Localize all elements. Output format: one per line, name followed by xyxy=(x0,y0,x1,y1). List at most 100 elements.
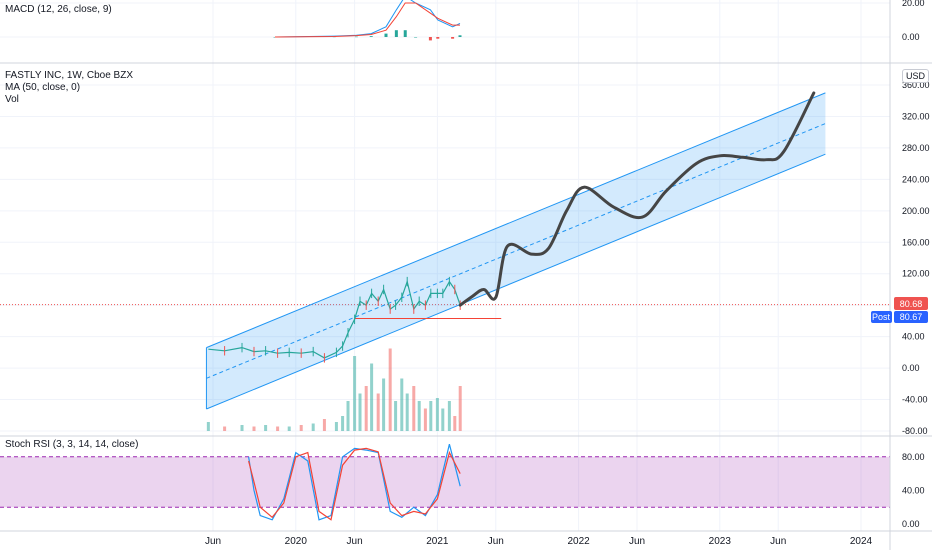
stoch-series-d[interactable] xyxy=(248,447,461,521)
x-tick-label: Jun xyxy=(488,536,504,547)
x-tick-label: Jun xyxy=(347,536,363,547)
stoch-y-tick: 80.00 xyxy=(902,452,925,462)
volume-bar xyxy=(299,425,303,431)
macd-y-tick: 20.00 xyxy=(902,0,925,8)
volume-bar xyxy=(264,425,268,431)
y-tick-label: 240.00 xyxy=(902,174,930,184)
volume-bar xyxy=(417,401,421,431)
volume-bar xyxy=(223,426,227,431)
volume-bar xyxy=(405,393,409,431)
volume-bar xyxy=(447,401,451,431)
macd-y-tick: 0.00 xyxy=(902,32,920,42)
volume-bar xyxy=(364,386,368,431)
ma-label[interactable]: MA (50, close, 0) xyxy=(5,82,81,93)
macd-series-macd[interactable] xyxy=(274,0,461,38)
post-price-badge xyxy=(894,311,928,323)
volume-bar xyxy=(441,408,445,431)
volume-bar xyxy=(358,393,362,431)
x-tick-label: Jun xyxy=(770,536,786,547)
volume-bar xyxy=(458,386,462,431)
volume-bar xyxy=(423,408,427,431)
volume-bar xyxy=(346,401,350,431)
volume-bar xyxy=(353,356,357,431)
stoch-rsi-pane xyxy=(0,444,890,521)
y-tick-label: 160.00 xyxy=(902,237,930,247)
y-tick-label: -40.00 xyxy=(902,395,928,405)
currency-button[interactable]: USD xyxy=(902,69,930,83)
post-text: Post xyxy=(872,312,891,322)
volume-bar xyxy=(453,416,457,431)
channel-lower[interactable] xyxy=(206,153,826,410)
x-tick-label: Jun xyxy=(629,536,645,547)
x-tick-label: 2024 xyxy=(850,536,873,547)
y-tick-label: 280.00 xyxy=(902,143,930,153)
volume-bar xyxy=(341,416,345,431)
symbol-title[interactable]: FASTLY INC, 1W, Cboe BZX xyxy=(5,70,134,81)
y-tick-label: 120.00 xyxy=(902,269,930,279)
volume-bar xyxy=(370,363,374,431)
price-series xyxy=(208,276,461,363)
macd-histogram-bar xyxy=(394,30,398,37)
volume-bar xyxy=(376,393,380,431)
channel-fill xyxy=(206,92,826,409)
projection-path[interactable] xyxy=(458,91,816,307)
channel-mid[interactable] xyxy=(206,123,826,379)
regression-channel xyxy=(205,92,826,410)
x-tick-label: 2022 xyxy=(567,536,590,547)
volume-bars xyxy=(206,348,462,431)
channel-upper[interactable] xyxy=(206,92,826,349)
volume-bar xyxy=(276,426,280,431)
macd-histogram-bar xyxy=(369,36,373,37)
macd-histogram-bar xyxy=(273,37,277,38)
y-tick-label: 200.00 xyxy=(902,206,930,216)
last-price-badge xyxy=(894,297,928,310)
stoch-series-k[interactable] xyxy=(248,444,461,521)
price-badges: 80.68 Post 80.67 xyxy=(871,297,928,323)
volume-bar xyxy=(322,419,326,431)
volume-bar xyxy=(334,422,338,431)
y-tick-label: 320.00 xyxy=(902,111,930,121)
macd-histogram-bar xyxy=(436,37,440,39)
stoch-rsi-label[interactable]: Stoch RSI (3, 3, 14, 14, close) xyxy=(5,439,139,450)
volume-bar xyxy=(388,348,392,431)
volume-bar xyxy=(435,398,439,431)
volume-bar xyxy=(206,422,210,431)
volume-bar xyxy=(252,426,256,431)
volume-bar xyxy=(400,378,404,431)
macd-histogram-bar xyxy=(458,35,462,37)
post-badge xyxy=(871,311,892,323)
macd-series-signal[interactable] xyxy=(274,2,460,38)
y-tick-label: -80.00 xyxy=(902,426,928,436)
volume-bar xyxy=(382,378,386,431)
stoch-y-tick: 40.00 xyxy=(902,485,925,495)
macd-histogram-bar xyxy=(354,36,358,38)
x-tick-label: Jun xyxy=(205,536,221,547)
y-tick-label: 0.00 xyxy=(902,363,920,373)
volume-bar xyxy=(240,425,244,431)
macd-pane xyxy=(273,0,462,41)
macd-histogram-bar xyxy=(428,37,432,41)
macd-histogram-bar xyxy=(414,37,418,38)
volume-bar xyxy=(429,401,433,431)
x-tick-label: 2020 xyxy=(285,536,308,547)
y-tick-label: 40.00 xyxy=(902,332,925,342)
volume-bar xyxy=(394,401,398,431)
stoch-y-tick: 0.00 xyxy=(902,519,920,529)
y-tick-label: 360.00 xyxy=(902,80,930,90)
x-tick-label: 2021 xyxy=(426,536,449,547)
price-line[interactable] xyxy=(208,279,461,359)
volume-bar xyxy=(311,423,315,431)
post-price-text: 80.67 xyxy=(900,312,923,322)
volume-bar xyxy=(412,386,416,431)
projection-curve xyxy=(458,91,816,307)
x-tick-label: 2023 xyxy=(709,536,732,547)
macd-histogram-bar xyxy=(451,37,455,39)
grid-lines xyxy=(0,0,890,531)
macd-histogram-bar xyxy=(403,30,407,37)
macd-histogram-bar xyxy=(384,33,388,37)
macd-label[interactable]: MACD (12, 26, close, 9) xyxy=(5,4,112,15)
last-price-text: 80.68 xyxy=(900,299,923,309)
vol-label[interactable]: Vol xyxy=(5,94,19,105)
volume-bar xyxy=(287,426,291,431)
